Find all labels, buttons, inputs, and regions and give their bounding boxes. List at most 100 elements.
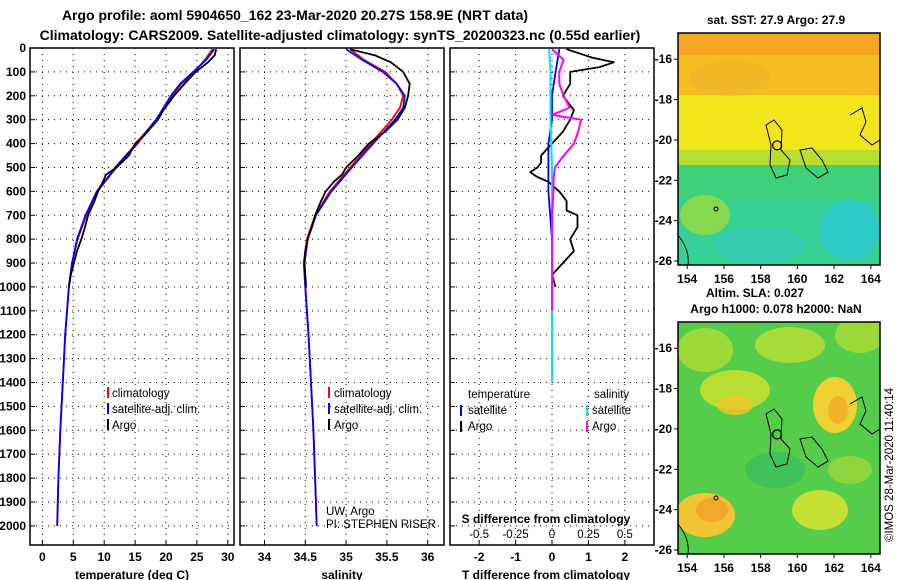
legend-satellite-swatch	[328, 403, 330, 414]
difference-xtick-label: -1	[510, 550, 521, 564]
sla-map-title-1: Altim. SLA: 0.027	[706, 286, 804, 300]
legend-salinity-header: salinity	[594, 389, 629, 401]
difference-xtick-label: 1	[585, 550, 592, 564]
map-xtick-label: 164	[861, 272, 881, 286]
map-ytick-label: -22	[655, 173, 673, 187]
legend-t-argo-label: Argo	[468, 421, 492, 433]
map-ytick-label: -18	[655, 93, 673, 107]
map-xtick-label: 162	[824, 272, 844, 286]
difference-legend: temperature salinity satellite Argo sate…	[460, 389, 631, 433]
depth-tick-label: 1000	[0, 280, 26, 294]
depth-tick-label: 1900	[0, 495, 26, 509]
map-xtick-label: 158	[751, 272, 771, 286]
map-xtick-label: 160	[787, 272, 807, 286]
legend-s-satellite-swatch	[586, 405, 588, 416]
temperature-series-line	[68, 49, 217, 288]
legend-argo-label: Argo	[334, 420, 358, 432]
sst-map-frame	[677, 32, 881, 266]
depth-tick-label: 200	[6, 89, 26, 103]
legend-s-argo-swatch	[586, 421, 588, 432]
difference-series	[529, 48, 615, 383]
sst-islet	[713, 206, 719, 212]
temperature-series-line	[56, 48, 215, 526]
sst-map-ticks: 154 156 158 160 162 164 -16 -18 -20 -22 -24 -26	[655, 52, 881, 286]
temperature-grid	[30, 47, 234, 545]
difference-panel: -2 -1 0 1 2 -0.5 -0.25 0 0.25 0.5 S difference f…	[449, 47, 655, 580]
sla-patch-5	[717, 395, 753, 415]
difference-series-line	[529, 48, 615, 288]
depth-tick-label: 1300	[0, 352, 26, 366]
difference-secondary-tick-label: -0.5	[469, 529, 489, 541]
sla-reef-contour-3	[849, 396, 880, 435]
sst-reef-contour-3	[849, 107, 880, 146]
legend-s-argo-label: Argo	[592, 421, 616, 433]
legend-satellite-label: satellite-adj. clim.	[112, 404, 200, 416]
sla-reef-contour-2	[799, 436, 829, 468]
salinity-legend: climatology satellite-adj. clim. Argo	[328, 387, 422, 432]
temperature-series	[56, 48, 217, 526]
sst-band-yellow	[678, 95, 880, 155]
map-xtick-label: 158	[751, 561, 771, 575]
difference-xtick-label: 0	[549, 550, 556, 564]
temperature-legend: climatology satellite-adj. clim. Argo	[107, 387, 200, 432]
sla-map-title-2: Argo h1000: 0.078 h2000: NaN	[690, 302, 861, 316]
depth-tick-label: 0	[19, 41, 26, 55]
map-ytick-label: -24	[655, 503, 673, 517]
map-ytick-label: -16	[655, 52, 673, 66]
temperature-panel: 0 5 10 15 20 25 30 temperature (deg C) climato…	[29, 47, 235, 580]
map-ytick-label: -18	[655, 382, 673, 396]
credit-line-1: UW, Argo	[326, 506, 375, 518]
difference-secondary-tick-label: 0.25	[577, 529, 599, 541]
sla-patch-2	[755, 327, 825, 363]
legend-satellite-label: satellite-adj. clim.	[334, 404, 422, 416]
temperature-plot-frame	[29, 47, 235, 546]
salinity-xtick-label: 35.5	[375, 550, 399, 564]
legend-climatology-swatch	[107, 387, 109, 398]
salinity-xtick-label: 36	[421, 550, 435, 564]
temperature-xtick-label: 20	[159, 550, 173, 564]
legend-s-satellite-label: satellite	[592, 405, 631, 417]
depth-tick-label: 900	[6, 256, 26, 270]
temperature-x-ticks: 0 5 10 15 20 25 30	[39, 550, 235, 564]
depth-axis: 0 100 200 300 400 500 600 700 800 900 1000 1100 1200…	[0, 41, 26, 533]
sla-argo-location-marker	[772, 429, 783, 440]
temperature-xtick-label: 15	[128, 550, 142, 564]
temperature-xtick-label: 5	[70, 550, 77, 564]
temperature-xtick-label: 25	[190, 550, 204, 564]
imos-stamp: ©IMOS 28-Mar-2020 11:40:14	[884, 387, 896, 542]
legend-climatology-label: climatology	[112, 388, 170, 400]
salinity-grid	[240, 47, 444, 545]
sla-patch-1	[678, 328, 733, 372]
depth-tick-label: 1800	[0, 471, 26, 485]
depth-tick-label: 300	[6, 113, 26, 127]
sst-map: sat. SST: 27.9 Argo: 27.9 154 156 158 160 16…	[655, 13, 881, 286]
map-ytick-label: -20	[655, 422, 673, 436]
legend-argo-swatch	[328, 419, 330, 430]
sst-coast-contour	[678, 234, 689, 265]
map-ytick-label: -22	[655, 462, 673, 476]
difference-series-line	[551, 48, 583, 311]
difference-secondary-ticks: -0.5 -0.25 0 0.25 0.5	[469, 529, 633, 541]
legend-argo-swatch	[107, 419, 109, 430]
sla-patch-7	[828, 396, 848, 424]
depth-tick-label: 1600	[0, 423, 26, 437]
difference-series-line	[548, 49, 553, 383]
difference-xtick-label: -2	[474, 550, 485, 564]
sst-argo-location-marker	[772, 140, 783, 151]
salinity-xlabel: salinity	[321, 568, 363, 580]
map-ytick-label: -26	[655, 254, 673, 268]
sst-patch-2	[820, 200, 880, 260]
map-xtick-label: 154	[677, 272, 697, 286]
map-ytick-label: -16	[655, 341, 673, 355]
temperature-xtick-label: 30	[221, 550, 235, 564]
depth-tick-label: 400	[6, 137, 26, 151]
credit-line-2: PI: STEPHEN RISER	[326, 519, 436, 531]
map-ytick-label: -20	[655, 133, 673, 147]
difference-secondary-tick-label: 0.5	[617, 529, 633, 541]
sla-patch-12	[828, 456, 872, 484]
legend-climatology-swatch	[328, 387, 330, 398]
depth-tick-label: 1700	[0, 447, 26, 461]
map-xtick-label: 164	[861, 561, 881, 575]
difference-xtick-label: 2	[622, 550, 629, 564]
depth-tick-label: 700	[6, 208, 26, 222]
